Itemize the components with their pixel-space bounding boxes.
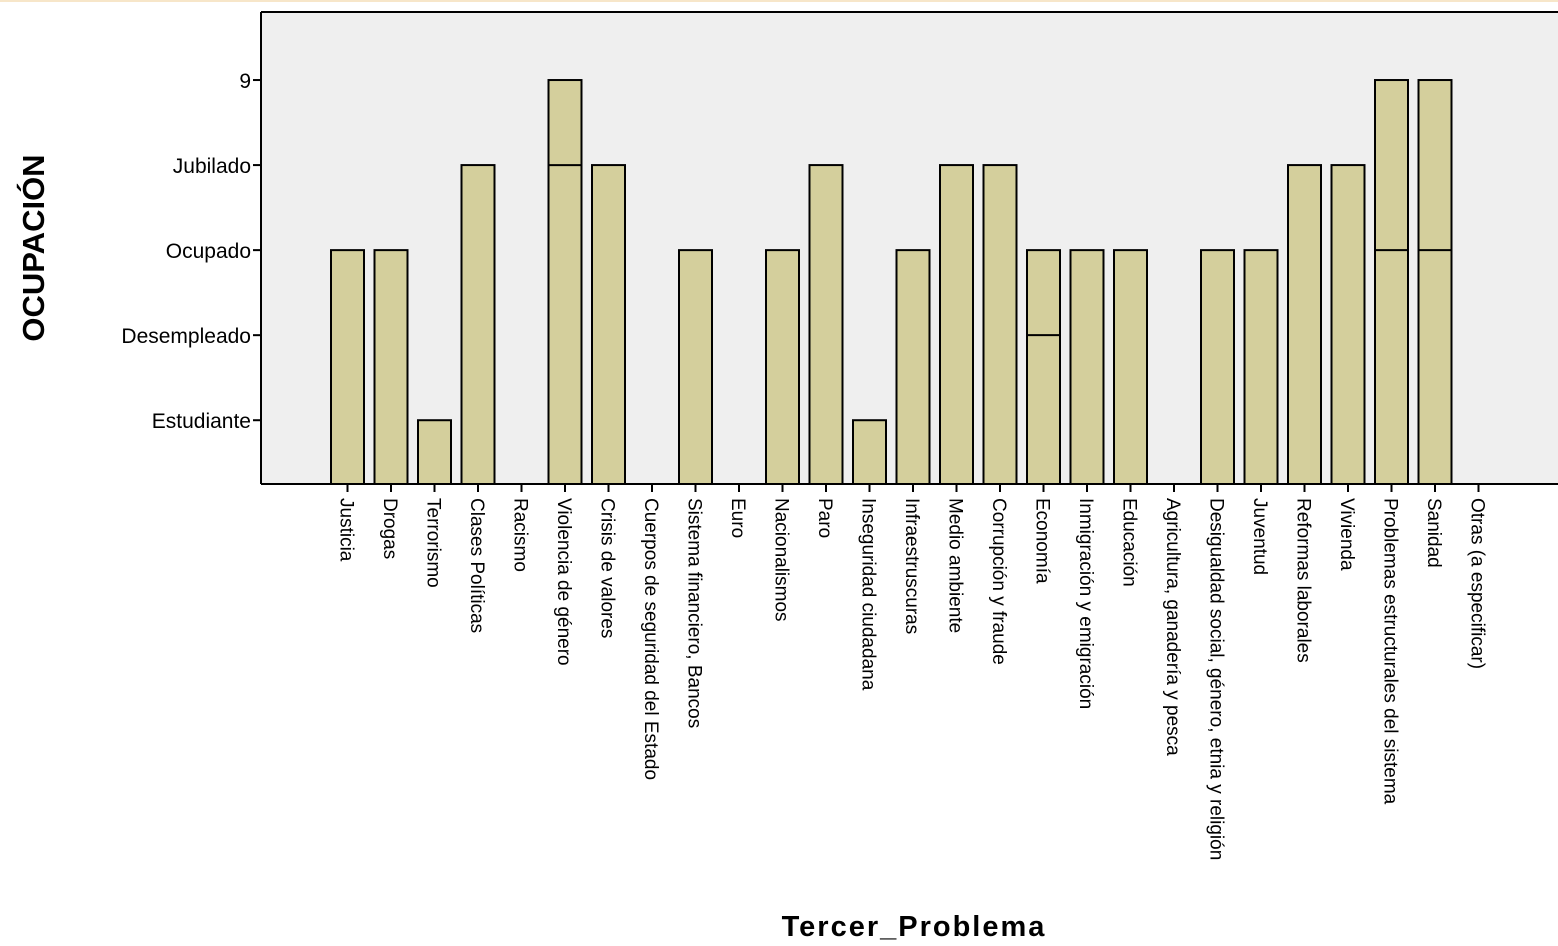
x-tick-label-clases-politicas: Clases Políticas (466, 498, 487, 633)
x-tick-label-vivienda: Vivienda (1336, 498, 1357, 571)
bar-problemas-estructurales-del-sistema (1374, 79, 1409, 485)
bar-terrorismo (417, 419, 452, 485)
bar-reformas-laborales (1287, 164, 1322, 485)
x-tick-label-corrupcion-y-fraude: Corrupción y fraude (988, 498, 1009, 665)
x-ticks-group: Justicia Drogas Terrorismo Clases Políticas… (336, 484, 1488, 860)
x-tick-label-agricultura-ganaderia-y-pesca: Agricultura, ganadería y pesca (1162, 498, 1183, 756)
x-tick-label-educacion: Educación (1119, 498, 1140, 587)
bar-violencia-de-genero (547, 79, 583, 485)
x-tick-label-sanidad: Sanidad (1423, 498, 1444, 568)
x-tick-label-desigualdad-social-genero-etnia-y-religion: Desigualdad social, género, etnia y reli… (1206, 498, 1227, 860)
x-tick-label-economia: Economía (1032, 498, 1053, 584)
bar-vivienda (1330, 164, 1366, 485)
bar-inseguridad-ciudadana (852, 419, 887, 485)
y-tick-label-9: 9 (239, 70, 251, 93)
x-tick-label-justicia: Justicia (336, 498, 357, 562)
x-tick-label-drogas: Drogas (379, 498, 400, 559)
y-tick-label-jubilado: Jubilado (173, 155, 251, 178)
x-tick-label-cuerpos-de-seguridad-del-estado: Cuerpos de seguridad del Estado (640, 498, 661, 780)
bar-economia (1026, 249, 1061, 485)
bar-sistema-financiero-bancos (678, 249, 713, 485)
bar-justicia (330, 249, 365, 485)
x-tick-label-juventud: Juventud (1249, 498, 1270, 575)
bar-corrupcion-y-fraude (982, 164, 1018, 485)
bar-clases-politicas (460, 164, 496, 485)
bar-drogas (373, 249, 409, 485)
y-axis-title: OCUPACIÓN (15, 154, 51, 341)
bar-desigualdad-social-genero-etnia-y-religion (1200, 249, 1235, 485)
x-tick-label-crisis-de-valores: Crisis de valores (597, 498, 618, 638)
bar-educacion (1113, 249, 1148, 485)
bar-sanidad (1417, 79, 1453, 485)
x-tick-label-otras-a-especificar: Otras (a especificar) (1467, 498, 1488, 669)
x-tick-label-sistema-financiero-bancos: Sistema financiero, Bancos (684, 498, 705, 728)
bar-infraestruscuras (895, 249, 931, 485)
y-tick-label-estudiante: Estudiante (152, 410, 251, 433)
x-tick-label-nacionalismos: Nacionalismos (771, 498, 792, 622)
x-tick-label-terrorismo: Terrorismo (423, 498, 444, 588)
x-tick-label-problemas-estructurales-del-sistema: Problemas estructurales del sistema (1380, 498, 1401, 805)
top-accent-line (0, 0, 1558, 2)
bar-juventud (1243, 249, 1279, 485)
x-tick-label-inmigracion-y-emigracion: Inmigración y emigración (1075, 498, 1096, 709)
bar-nacionalismos (765, 249, 800, 485)
x-tick-label-violencia-de-genero: Violencia de género (553, 498, 574, 666)
x-tick-label-infraestruscuras: Infraestruscuras (901, 498, 922, 634)
x-axis-title: Tercer_Problema (782, 911, 1047, 943)
x-tick-label-reformas-laborales: Reformas laborales (1293, 498, 1314, 663)
x-tick-label-medio-ambiente: Medio ambiente (945, 498, 966, 633)
y-ticks-group: Estudiante Desempleado Ocupado Jubilado 9 (121, 70, 261, 433)
x-tick-label-inseguridad-ciudadana: Inseguridad ciudadana (858, 498, 879, 691)
bar-inmigracion-y-emigracion (1069, 249, 1105, 485)
y-tick-label-ocupado: Ocupado (166, 240, 251, 263)
bars-group (330, 79, 1453, 485)
x-tick-label-euro: Euro (727, 498, 748, 538)
bar-paro (808, 164, 844, 485)
bar-crisis-de-valores (591, 164, 626, 485)
y-tick-label-desempleado: Desempleado (121, 325, 251, 348)
x-tick-label-paro: Paro (814, 498, 835, 538)
x-tick-label-racismo: Racismo (510, 498, 531, 572)
bar-medio-ambiente (939, 164, 974, 485)
